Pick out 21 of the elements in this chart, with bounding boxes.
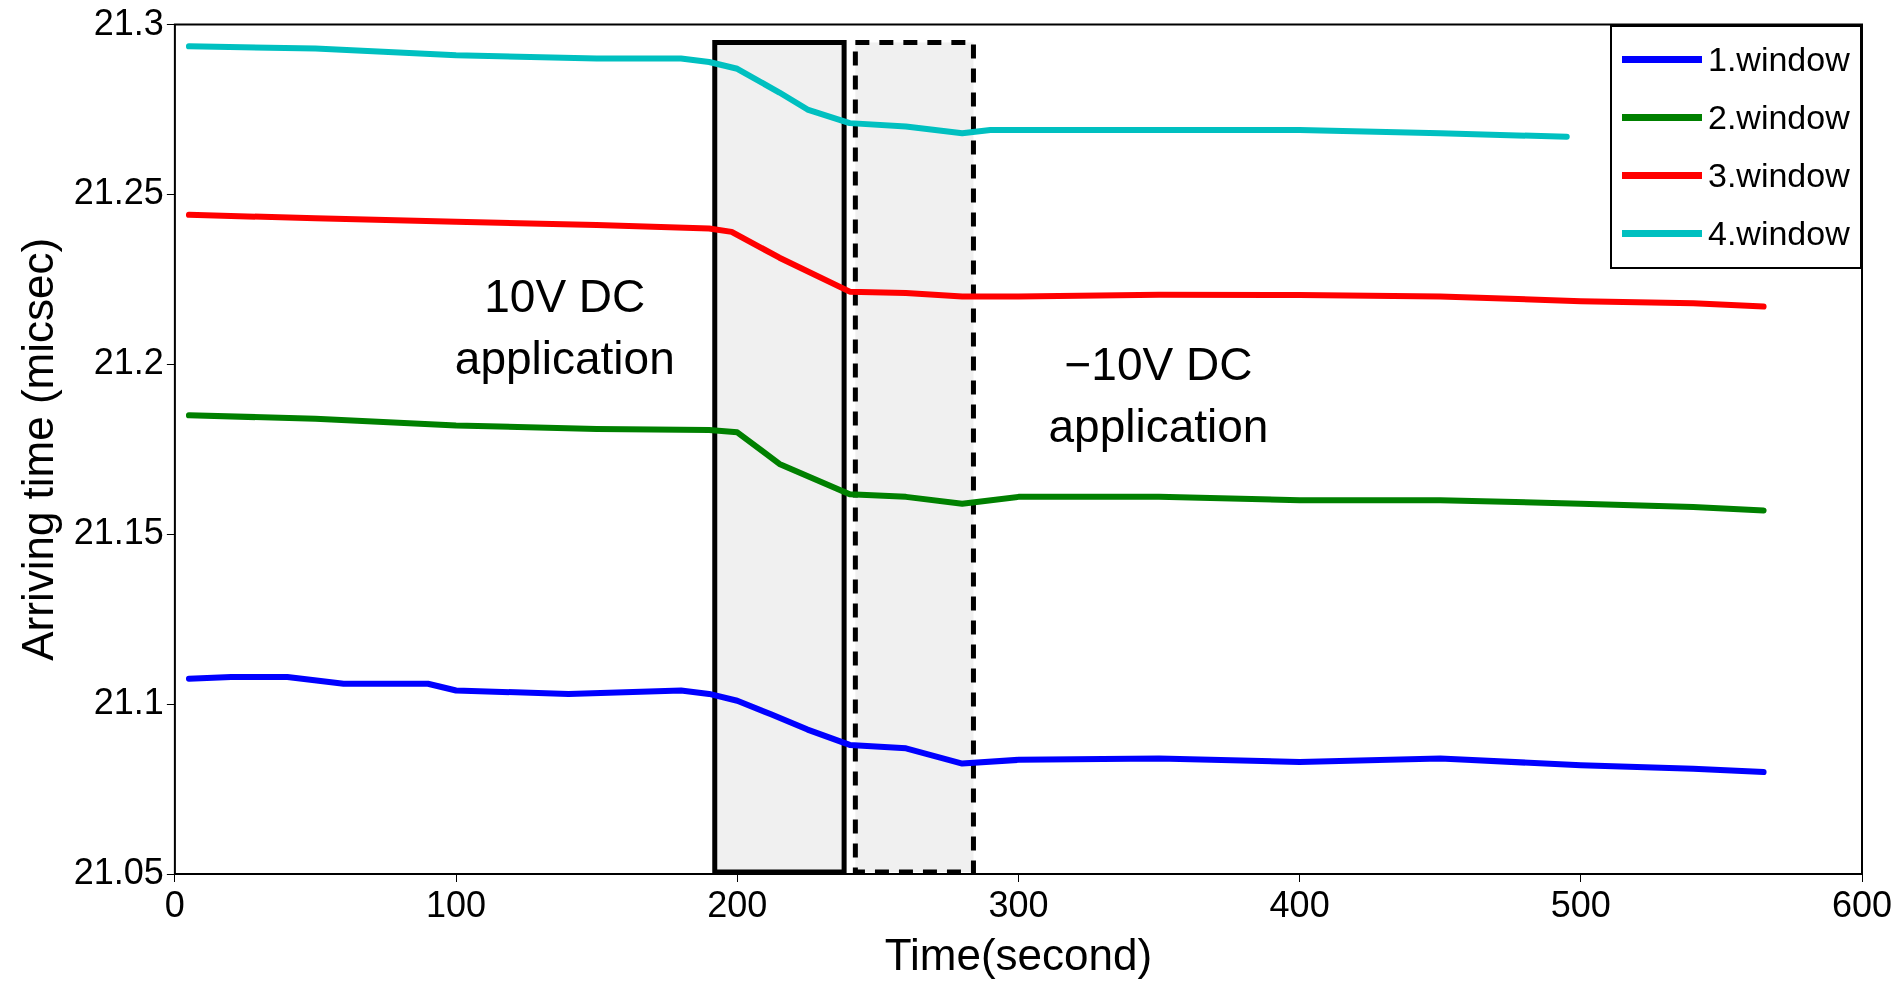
x-tick-label: 300: [988, 883, 1049, 925]
legend-label: 3.window: [1708, 156, 1850, 196]
x-tick-label: 0: [164, 883, 185, 925]
band-label: 10V DC application: [454, 270, 675, 385]
y-tick-label: 21.05: [73, 850, 164, 892]
x-tick-label: 200: [707, 883, 768, 925]
y-tick-label: 21.15: [73, 511, 164, 553]
legend-label: 1.window: [1708, 40, 1850, 80]
x-tick-label: 100: [426, 883, 487, 925]
x-axis-title: Time(second): [884, 929, 1153, 979]
y-tick-label: 21.2: [93, 341, 164, 383]
x-tick-label: 400: [1269, 883, 1330, 925]
x-tick-label: 600: [1831, 883, 1893, 925]
band-label: −10V DC application: [1048, 338, 1269, 453]
legend-label: 4.window: [1708, 214, 1850, 254]
y-tick-label: 21.25: [73, 171, 164, 213]
y-axis-title: Arriving time (micsec): [12, 237, 62, 661]
legend-label: 2.window: [1708, 98, 1850, 138]
x-tick-label: 500: [1550, 883, 1611, 925]
y-tick-label: 21.1: [93, 681, 164, 723]
y-tick-label: 21.3: [93, 1, 164, 43]
